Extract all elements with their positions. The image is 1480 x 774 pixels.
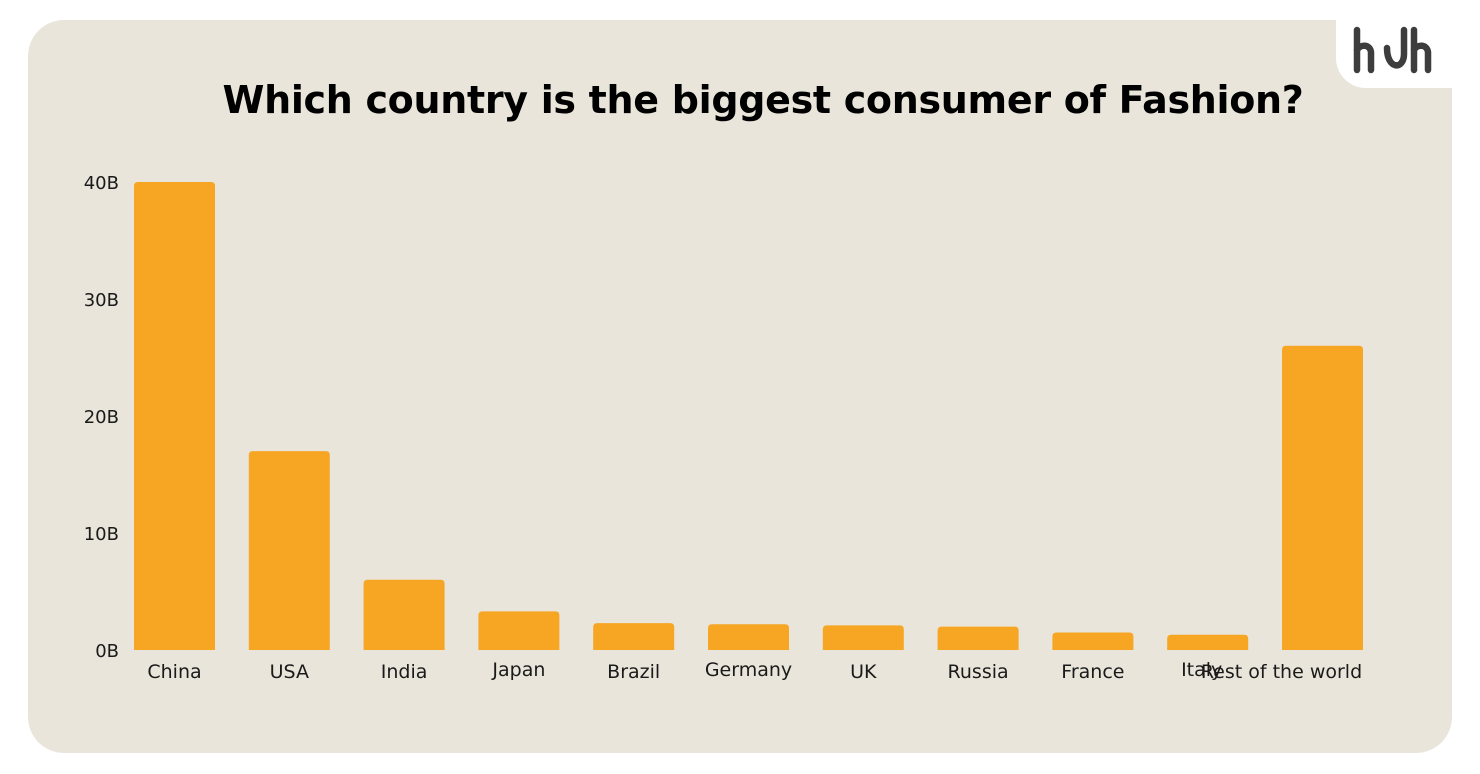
- bars-group: [134, 182, 1363, 650]
- x-tick-label: France: [1061, 661, 1124, 683]
- x-tick-label: India: [381, 661, 428, 683]
- x-tick-label: Japan: [491, 659, 545, 681]
- bar-italy: [1167, 634, 1249, 650]
- bar-brazil: [593, 623, 675, 650]
- y-tick-label: 20B: [84, 407, 119, 428]
- x-tick-label: Russia: [948, 661, 1009, 683]
- bar-india: [363, 579, 445, 650]
- bar-rest-of-the-world: [1282, 345, 1363, 650]
- y-tick-label: 40B: [84, 173, 119, 194]
- bar-france: [1052, 632, 1134, 650]
- bar-japan: [478, 611, 560, 650]
- x-tick-label: UK: [850, 661, 877, 683]
- bar-uk: [822, 625, 904, 650]
- x-tick-label: USA: [270, 661, 309, 683]
- y-axis: 0B 10B 20B 30B 40B: [84, 173, 119, 662]
- bar-germany: [708, 624, 789, 650]
- x-tick-label: Italy: [1181, 659, 1222, 681]
- x-tick-label: Rest of the world: [1201, 661, 1362, 683]
- y-tick-label: 10B: [84, 524, 119, 545]
- x-axis: China USA India Japan Brazil Germany UK Russia F…: [147, 659, 1362, 683]
- x-tick-label: Brazil: [607, 661, 660, 683]
- chart-title: Which country is the biggest consumer of…: [222, 78, 1304, 122]
- bar-russia: [937, 626, 1019, 650]
- y-tick-label: 30B: [84, 290, 119, 311]
- brand-logo-icon: [1353, 26, 1432, 74]
- bar-usa: [248, 451, 330, 650]
- x-tick-label: China: [147, 661, 201, 683]
- x-tick-label: Germany: [705, 659, 792, 681]
- y-tick-label: 0B: [95, 641, 119, 662]
- bar-china: [134, 182, 215, 650]
